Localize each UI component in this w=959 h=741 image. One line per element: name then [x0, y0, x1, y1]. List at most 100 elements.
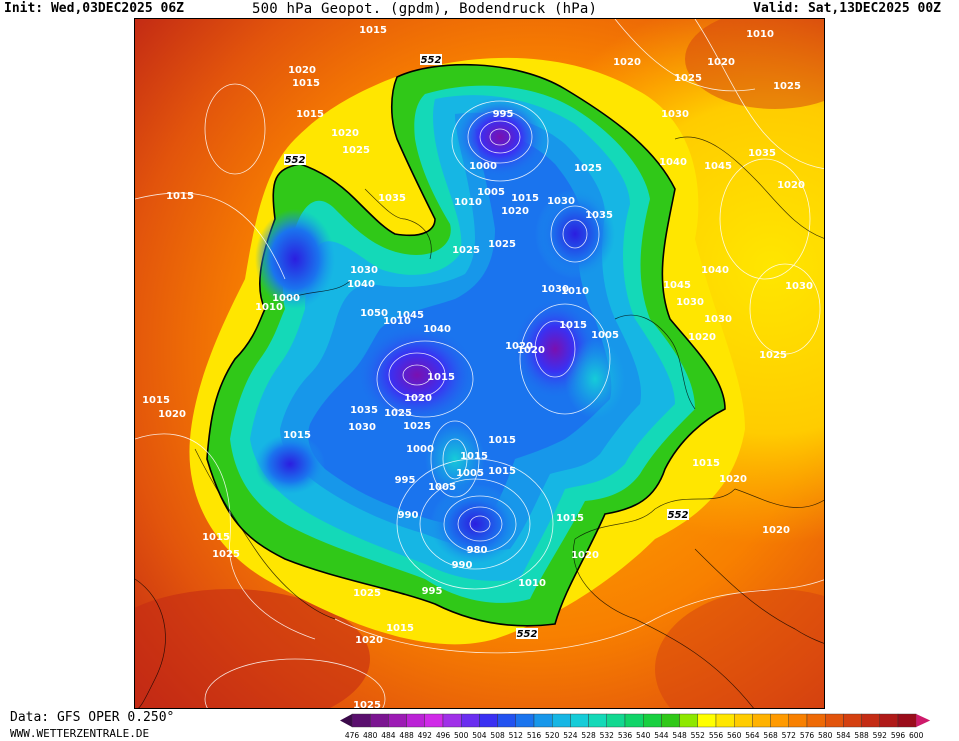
scale-color-box	[424, 713, 444, 728]
scale-tick-label: 476	[345, 731, 360, 740]
contour-552-label: 552	[668, 510, 689, 521]
scale-tick-label: 532	[600, 731, 615, 740]
isobar-label: 1025	[353, 700, 381, 709]
isobar-label: 1025	[384, 408, 412, 419]
isobar-label: 1015	[460, 451, 488, 462]
scale-color-box	[606, 713, 626, 728]
scale-color-box	[551, 713, 571, 728]
scale-tick-label: 480	[363, 731, 378, 740]
isobar-label: 1020	[404, 393, 432, 404]
isobar-label: 995	[493, 109, 514, 120]
isobar-label: 1015	[692, 458, 720, 469]
contour-552-label: 552	[285, 155, 306, 166]
isobar-label: 980	[467, 545, 488, 556]
scale-color-box	[661, 713, 680, 728]
weather-map: 1015 1010 1020 1025 1015 1020 1025 1015 995 1000 1…	[134, 18, 825, 709]
isobar-label: 1025	[342, 145, 370, 156]
color-scale-legend: 476 480 484 488 492 496 500 504 508 512 516 520 524 5…	[340, 713, 931, 740]
isobar-label: 1025	[452, 245, 480, 256]
isobar-label: 1000	[406, 444, 434, 455]
isobar-label: 1010	[518, 578, 546, 589]
scale-color-box	[715, 713, 735, 728]
isobar-label: 1030	[704, 314, 732, 325]
isobar-label: 990	[398, 510, 419, 521]
isobar-label: 1025	[212, 549, 240, 560]
scale-color-box	[752, 713, 771, 728]
scale-color-box	[624, 713, 644, 728]
isobar-label: 1005	[591, 330, 619, 341]
isobar-label: 1020	[158, 409, 186, 420]
isobar-label: 1025	[759, 350, 787, 361]
isobar-label: 1010	[383, 316, 411, 327]
scale-tick-label: 548	[672, 731, 687, 740]
isobar-label: 1010	[561, 286, 589, 297]
scale-tick-label: 596	[891, 731, 906, 740]
isobar-label: 1035	[378, 193, 406, 204]
contour-label-box	[516, 628, 538, 639]
scale-tick-label: 508	[490, 731, 505, 740]
scale-tick-label: 516	[527, 731, 542, 740]
scale-tick-label: 588	[854, 731, 869, 740]
scale-color-box	[734, 713, 753, 728]
isobar-label: 1015	[488, 435, 516, 446]
isobar-label: 1020	[688, 332, 716, 343]
contour-552-label: 552	[517, 629, 538, 640]
isobar-label: 1010	[454, 197, 482, 208]
contour-label-box	[667, 509, 689, 520]
isobar-label: 995	[395, 475, 416, 486]
scale-color-box	[460, 713, 480, 728]
scale-color-box	[843, 713, 862, 728]
scale-tick-label: 576	[800, 731, 815, 740]
scale-color-box	[861, 713, 880, 728]
scale-tick-label: 544	[654, 731, 669, 740]
scale-tick-label: 500	[454, 731, 469, 740]
scale-color-box	[697, 713, 717, 728]
scale-tick-label: 560	[727, 731, 742, 740]
isobar-label: 990	[452, 560, 473, 571]
valid-time-label: Valid: Sat,13DEC2025 00Z	[753, 1, 941, 16]
isobar-label: 1005	[428, 482, 456, 493]
scale-tick-label: 556	[709, 731, 724, 740]
isobar-label: 1030	[348, 422, 376, 433]
isobar-label: 1040	[701, 265, 729, 276]
scale-color-box	[879, 713, 899, 728]
scale-color-box	[806, 713, 826, 728]
isobar-label: 1015	[488, 466, 516, 477]
scale-tick-label: 512	[509, 731, 524, 740]
scale-tick-label: 504	[472, 731, 487, 740]
isobar-label: 1030	[676, 297, 704, 308]
scale-color-box	[370, 713, 389, 728]
scale-min-arrow	[340, 714, 352, 727]
scale-tick-label: 524	[563, 731, 578, 740]
scale-tick-label: 568	[763, 731, 778, 740]
scale-color-box	[351, 713, 371, 728]
isobar-label: 1015	[296, 109, 324, 120]
contour-552-label: 552	[421, 55, 442, 66]
isobar-label: 1050	[360, 308, 388, 319]
isobar-label: 1015	[556, 513, 584, 524]
isobar-label: 1045	[704, 161, 732, 172]
isobar-label: 1020	[571, 550, 599, 561]
isobar-label: 1040	[347, 279, 375, 290]
isobar-label: 1035	[748, 148, 776, 159]
isobar-label: 1015	[142, 395, 170, 406]
scale-tick-label: 536	[618, 731, 633, 740]
scale-color-box	[770, 713, 790, 728]
isobar-label: 1020	[777, 180, 805, 191]
scale-color-box	[788, 713, 808, 728]
scale-color-box	[533, 713, 553, 728]
isobar-label: 1030	[350, 265, 378, 276]
scale-tick-label: 492	[418, 731, 433, 740]
isobar-label: 1020	[355, 635, 383, 646]
isobar-label: 1025	[353, 588, 381, 599]
scale-color-box	[388, 713, 407, 728]
isobar-label: 1005	[477, 187, 505, 198]
scale-color-box	[497, 713, 517, 728]
isobar-label: 1035	[585, 210, 613, 221]
scale-color-box	[825, 713, 844, 728]
isobar-label: 1020	[762, 525, 790, 536]
isobar-label: 1030	[785, 281, 813, 292]
isobar-label: 1030	[661, 109, 689, 120]
isobar-label: 1045	[396, 310, 424, 321]
isobar-label: 1020	[331, 128, 359, 139]
